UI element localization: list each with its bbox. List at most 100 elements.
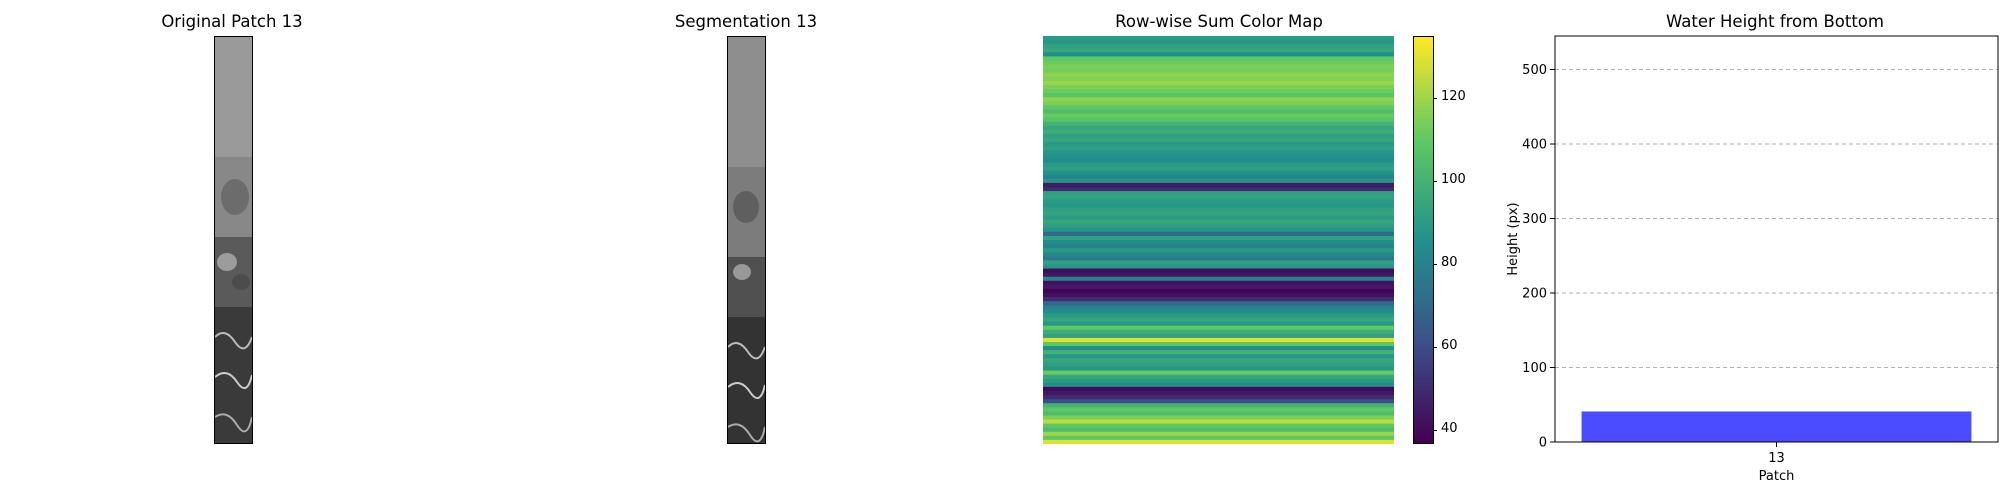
colorbar-tick-mark [1433,181,1437,182]
y-axis-label: Height (px) [1506,202,1521,275]
heatmap-row [1043,186,1394,192]
heatmap-title: Row-wise Sum Color Map [1115,12,1323,31]
heatmap-row [1043,125,1394,131]
heatmap-row [1043,419,1394,425]
heatmap-row [1043,56,1394,62]
heatmap-row [1043,362,1394,368]
heatmap-row [1043,354,1394,359]
heatmap-row [1043,219,1394,225]
heatmap-row [1043,431,1394,437]
heatmap [1043,36,1394,444]
heatmap-row [1043,227,1394,233]
colorbar-tick-label: 60 [1441,337,1458,353]
heatmap-row [1043,370,1394,376]
colorbar-tick-mark [1433,429,1437,431]
heatmap-row [1043,223,1394,229]
heatmap-row [1043,423,1394,429]
heatmap-row [1043,374,1394,380]
y-tick-label: 100 [1522,361,1547,376]
heatmap-row [1043,166,1394,172]
colorbar-tick-label: 120 [1441,89,1466,105]
heatmap-row [1043,342,1394,347]
colorbar [1413,36,1434,444]
heatmap-row [1043,101,1394,106]
heatmap-row [1043,235,1394,241]
x-axis-label: Patch [1759,469,1795,484]
y-tick-label: 300 [1522,212,1547,227]
heatmap-row [1043,333,1394,339]
original-patch-texture [215,37,252,443]
heatmap-row [1043,117,1394,123]
heatmap-row [1043,288,1394,294]
heatmap-row [1043,297,1394,302]
heatmap-row [1043,121,1394,127]
heatmap-row [1043,97,1394,102]
heatmap-row [1043,366,1394,372]
heatmap-row [1043,182,1394,188]
heatmap-row [1043,48,1394,53]
y-tick-label: 500 [1522,63,1547,78]
heatmap-row [1043,276,1394,282]
heatmap-row [1043,150,1394,155]
heatmap-row [1043,129,1394,135]
heatmap-row [1043,337,1394,343]
heatmap-row [1043,272,1394,278]
bar [1581,411,1972,442]
heatmap-row [1043,346,1394,351]
heatmap-row [1043,72,1394,78]
heatmap-row [1043,93,1394,98]
heatmap-row [1043,195,1394,200]
colorbar-tick-label: 40 [1441,420,1458,436]
y-tick-label: 400 [1522,138,1547,153]
heatmap-row [1043,105,1394,111]
heatmap-row [1043,411,1394,417]
colorbar-tick-mark [1433,98,1437,100]
heatmap-row [1043,252,1394,257]
colorbar-tick-mark [1433,346,1437,348]
bar-chart-title: Water Height from Bottom [1666,12,1884,31]
heatmap-row [1043,231,1394,237]
heatmap-row [1043,309,1394,315]
heatmap-row [1043,215,1394,221]
heatmap-row [1043,399,1394,404]
heatmap-row [1043,280,1394,286]
heatmap-row [1043,207,1394,213]
colorbar-tick-label: 100 [1441,172,1466,187]
heatmap-row [1043,293,1394,298]
segmentation-title: Segmentation 13 [674,12,818,31]
heatmap-row [1043,199,1394,204]
axes-frame [1554,35,1999,443]
heatmap-row [1043,240,1394,245]
heatmap-row [1043,133,1394,139]
original-patch-image [214,36,253,444]
heatmap-row [1043,305,1394,310]
heatmap-row [1043,403,1394,408]
segmentation-image [727,36,766,444]
heatmap-row [1043,390,1394,396]
heatmap-row [1043,386,1394,392]
heatmap-row [1043,191,1394,196]
bar-chart: 0 100 200 300 400 500 13 Patch Height (px) [1506,35,1999,484]
heatmap-row [1043,80,1394,86]
heatmap-row [1043,174,1394,180]
heatmap-row [1043,317,1394,323]
heatmap-row [1043,158,1394,164]
heatmap-row [1043,52,1394,57]
heatmap-row [1043,256,1394,261]
heatmap-row [1043,44,1394,49]
heatmap-row [1043,142,1394,147]
heatmap-row [1043,321,1394,327]
heatmap-row [1043,60,1394,66]
heatmap-row [1043,248,1394,253]
heatmap-row [1043,154,1394,159]
colorbar-tick-label: 80 [1441,254,1458,270]
heatmap-row [1043,378,1394,384]
heatmap-row [1043,89,1394,94]
colorbar-tick-mark [1433,263,1437,265]
heatmap-row [1043,244,1394,249]
heatmap-row [1043,178,1394,184]
heatmap-row [1043,325,1394,331]
heatmap-row [1043,84,1394,90]
heatmap-row [1043,40,1394,45]
heatmap-row [1043,211,1394,217]
